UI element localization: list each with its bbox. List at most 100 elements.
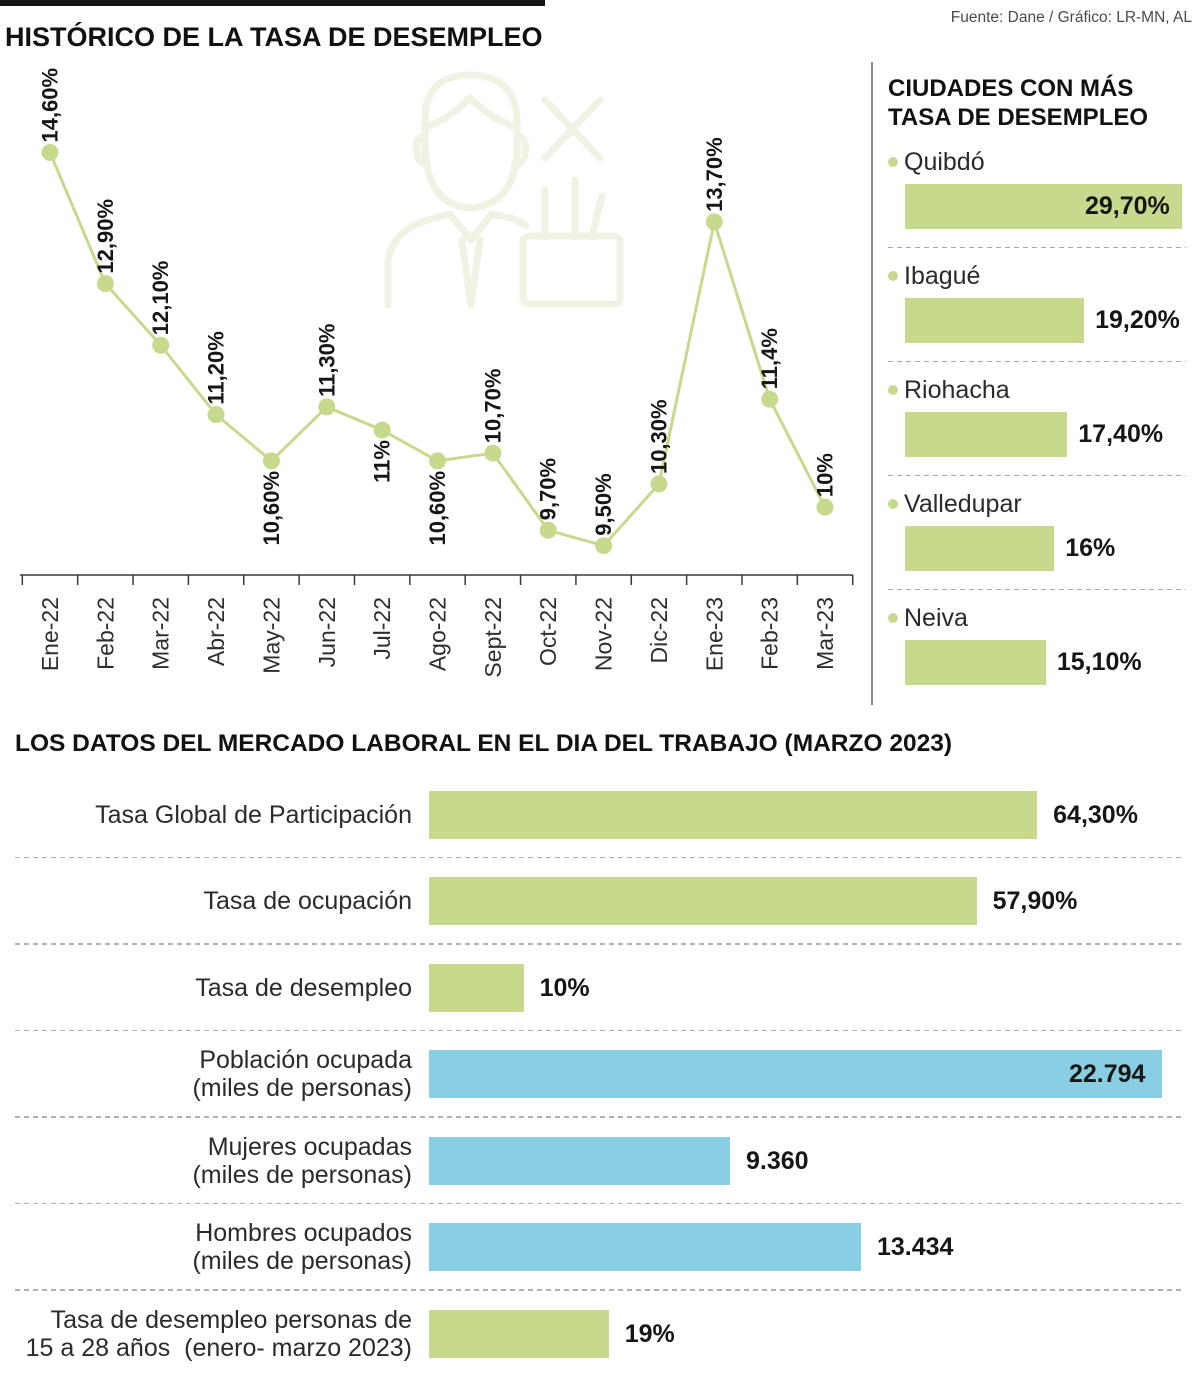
city-bar	[905, 640, 1046, 685]
indicator-value-label: 57,90%	[992, 887, 1078, 916]
indicator-bar	[429, 963, 524, 1012]
x-tick-label: Jun-22	[314, 597, 340, 667]
data-label: 13,70%	[702, 137, 727, 212]
unemployment-history-line-chart: Ene-22 Feb-22 Mar-22 Abr-22 May-22 Jun-22 Jul-…	[20, 68, 854, 678]
x-tick-label: Ago-22	[425, 597, 451, 671]
x-tick-label: Nov-22	[591, 597, 617, 671]
indicator-bar	[429, 1309, 609, 1358]
bullet-dot-icon	[888, 385, 898, 395]
bullet-dot-icon	[888, 613, 898, 623]
city-bar	[905, 298, 1085, 343]
city-value-label: 15,10%	[1056, 648, 1142, 676]
data-label: 9,70%	[536, 458, 561, 520]
indicator-row: Mujeres ocupadas (miles de personas) 9.36…	[0, 1118, 1200, 1205]
x-tick-label: Feb-22	[92, 597, 118, 670]
x-tick-label: Ene-22	[37, 597, 63, 671]
source-credit: Fuente: Dane / Gráfico: LR-MN, AL	[950, 9, 1192, 26]
data-point	[816, 498, 834, 516]
x-tick-label: May-22	[258, 597, 284, 674]
city-row: Ibagué 19,20%	[885, 248, 1190, 362]
data-point	[429, 452, 447, 470]
x-tick-label: Feb-23	[757, 597, 783, 670]
indicator-bar	[429, 790, 1038, 839]
indicator-bar	[429, 1223, 861, 1272]
indicator-row: Tasa de desempleo personas de 15 a 28 añ…	[0, 1291, 1200, 1378]
data-point	[152, 336, 170, 354]
top-rule	[0, 0, 545, 6]
data-point	[650, 475, 668, 493]
city-row: Quibdó 29,70%	[885, 134, 1190, 248]
indicator-row: Tasa Global de Participación 64,30%	[0, 772, 1200, 859]
page-title: HISTÓRICO DE LA TASA DE DESEMPLEO	[5, 22, 543, 52]
indicator-value-label: 22.794	[1069, 1060, 1146, 1089]
data-point	[96, 275, 114, 293]
data-point	[539, 521, 557, 539]
x-tick-label: Mar-22	[148, 597, 174, 670]
bullet-dot-icon	[888, 499, 898, 509]
city-row: Valledupar 16%	[885, 476, 1190, 590]
indicator-row: Población ocupada (miles de personas) 22.…	[0, 1031, 1200, 1118]
city-name: Ibagué	[904, 262, 981, 290]
indicator-bar	[429, 877, 977, 926]
data-point	[373, 421, 391, 439]
indicator-value-label: 9.360	[745, 1146, 809, 1175]
data-point	[262, 452, 280, 470]
data-point	[761, 390, 779, 408]
indicator-row: Hombres ocupados (miles de personas) 13.4…	[0, 1204, 1200, 1291]
data-label: 10,70%	[480, 369, 505, 444]
line-series	[41, 144, 834, 555]
data-point	[41, 144, 59, 162]
x-tick-label: Abr-22	[203, 597, 229, 666]
cities-chart-title: CIUDADES CON MÁS TASA DE DESEMPLEO	[888, 75, 1149, 131]
indicator-label: Tasa Global de Participación	[95, 800, 412, 829]
data-point	[705, 213, 723, 231]
data-point	[484, 444, 502, 462]
labor-market-bar-chart: Tasa Global de Participación 64,30% Tasa d…	[0, 772, 1200, 1378]
indicator-value-label: 19%	[624, 1319, 675, 1348]
data-label: 12,90%	[93, 199, 118, 274]
city-value-label: 16%	[1065, 534, 1116, 562]
data-label: 11,30%	[314, 324, 339, 397]
city-name: Valledupar	[904, 490, 1022, 518]
indicator-value-label: 10%	[539, 973, 590, 1002]
data-label: 9,50%	[591, 473, 616, 535]
data-label: 11,20%	[204, 331, 229, 404]
data-point	[318, 398, 336, 416]
data-label: 10,30%	[646, 399, 671, 474]
city-value-label: 29,70%	[1085, 192, 1170, 220]
city-row: Riohacha 17,40%	[885, 362, 1190, 476]
data-label: 11,4%	[757, 328, 782, 389]
indicator-value-label: 13.434	[877, 1233, 954, 1262]
x-tick-label: Oct-22	[535, 597, 561, 666]
city-value-label: 17,40%	[1078, 420, 1164, 448]
data-point	[207, 406, 225, 424]
indicator-bar	[429, 1050, 1162, 1099]
bullet-dot-icon	[888, 157, 898, 167]
bullet-dot-icon	[888, 271, 898, 281]
data-label: 10,60%	[259, 471, 284, 546]
city-name: Quibdó	[904, 148, 985, 176]
indicator-row: Tasa de ocupación 57,90%	[0, 858, 1200, 945]
x-tick-label: Sept-22	[480, 597, 506, 678]
indicator-value-label: 64,30%	[1053, 800, 1138, 829]
x-tick-label: Jul-22	[369, 597, 395, 660]
labor-market-title: LOS DATOS DEL MERCADO LABORAL EN EL DIA …	[15, 730, 952, 757]
x-tick-label: Ene-23	[701, 597, 727, 671]
city-row: Neiva 15,10%	[885, 590, 1190, 704]
x-tick-label: Dic-22	[646, 597, 672, 663]
indicator-label: Tasa de ocupación	[203, 887, 412, 916]
city-name: Riohacha	[904, 376, 1010, 404]
data-labels: 14,60% 12,90% 12,10% 11,20% 10,60% 11,30% 11% 1…	[38, 68, 838, 546]
data-label: 11%	[370, 440, 395, 483]
indicator-row: Tasa de desempleo 10%	[0, 945, 1200, 1032]
x-tick-label: Mar-23	[812, 597, 838, 670]
data-point	[595, 537, 613, 555]
indicator-label: Población ocupada (miles de personas)	[192, 1046, 412, 1103]
indicator-label: Hombres ocupados (miles de personas)	[192, 1219, 412, 1276]
x-axis: Ene-22 Feb-22 Mar-22 Abr-22 May-22 Jun-22 Jul-…	[20, 574, 854, 678]
indicator-label: Mujeres ocupadas (miles de personas)	[192, 1132, 412, 1189]
data-label: 12,10%	[148, 261, 173, 336]
indicator-label: Tasa de desempleo	[195, 973, 412, 1002]
indicator-label: Tasa de desempleo personas de 15 a 28 añ…	[25, 1305, 412, 1362]
city-bar	[905, 412, 1068, 457]
